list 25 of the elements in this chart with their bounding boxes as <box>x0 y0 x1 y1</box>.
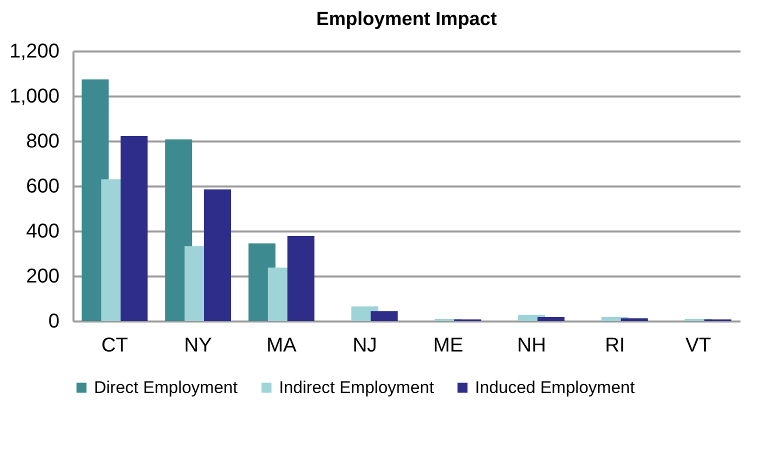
y-tick-label: 0 <box>48 310 60 332</box>
x-tick-label: ME <box>433 334 464 356</box>
bar <box>120 136 148 321</box>
y-tick-label: 1,200 <box>9 40 60 62</box>
y-tick-label: 200 <box>26 266 60 288</box>
x-tick-label: MA <box>266 334 298 356</box>
y-tick-label: 400 <box>26 220 60 242</box>
bar <box>204 189 232 321</box>
x-tick-label: CT <box>101 334 128 356</box>
bar <box>538 316 565 321</box>
legend-label: Induced Employment <box>475 378 635 397</box>
legend-label: Indirect Employment <box>279 378 434 397</box>
bar <box>287 236 314 321</box>
y-tick-label: 1,000 <box>9 86 60 108</box>
y-tick-label: 600 <box>26 176 60 198</box>
x-tick-label: VT <box>686 334 712 356</box>
legend-label: Direct Employment <box>94 378 238 397</box>
x-tick-label: NH <box>517 334 546 356</box>
bar <box>620 318 648 321</box>
chart-title: Employment Impact <box>316 9 498 30</box>
y-tick-label: 800 <box>26 130 60 152</box>
x-tick-label: RI <box>604 334 625 356</box>
x-tick-label: NY <box>184 334 212 356</box>
bar <box>370 311 398 321</box>
x-tick-label: NJ <box>352 334 378 356</box>
